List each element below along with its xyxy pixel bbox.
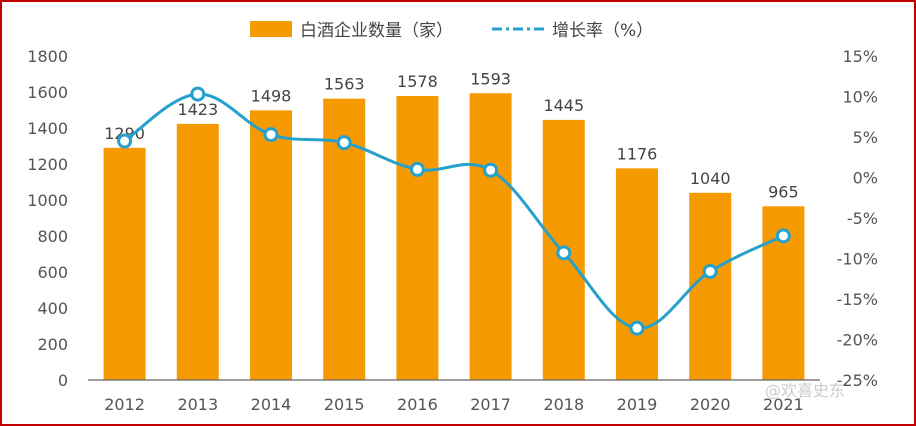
left-tick-label: 600 bbox=[37, 263, 68, 282]
left-tick-label: 200 bbox=[37, 335, 68, 354]
legend-bar-swatch bbox=[250, 21, 292, 37]
legend-bar-label: 白酒企业数量（家） bbox=[300, 21, 453, 41]
bar bbox=[469, 93, 512, 380]
x-tick-label: 2013 bbox=[177, 395, 218, 414]
bar-data-label: 1593 bbox=[470, 69, 511, 88]
x-tick-label: 2016 bbox=[397, 395, 438, 414]
bar bbox=[396, 95, 439, 381]
bar-data-label: 1445 bbox=[543, 96, 584, 115]
growth-point bbox=[556, 245, 572, 261]
right-tick-label: -10% bbox=[837, 250, 878, 269]
left-tick-label: 1600 bbox=[27, 83, 68, 102]
bar-data-labels: 1290 1423 1498 1563 1578 1593 1445 1176 1040 965 bbox=[104, 69, 798, 201]
left-tick-label: 800 bbox=[37, 227, 68, 246]
bar-data-label: 1290 bbox=[104, 124, 145, 143]
bar-data-label: 1423 bbox=[177, 100, 218, 119]
x-tick-label: 2020 bbox=[690, 395, 731, 414]
left-tick-label: 1200 bbox=[27, 155, 68, 174]
growth-point bbox=[483, 162, 499, 178]
x-tick-label: 2018 bbox=[543, 395, 584, 414]
bar-data-label: 1176 bbox=[617, 144, 658, 163]
growth-point bbox=[263, 127, 279, 143]
right-tick-label: 15% bbox=[842, 47, 878, 66]
left-axis: 0 200 400 600 800 1000 1200 1400 1600 1800 bbox=[27, 47, 68, 390]
left-tick-label: 1800 bbox=[27, 47, 68, 66]
watermark: @欢喜史东 bbox=[765, 381, 845, 400]
legend: 白酒企业数量（家） 增长率（%） bbox=[250, 21, 653, 41]
right-tick-label: -5% bbox=[847, 209, 878, 228]
bar-series bbox=[103, 93, 805, 381]
growth-point bbox=[117, 133, 133, 149]
x-tick-label: 2014 bbox=[251, 395, 292, 414]
bar bbox=[616, 168, 658, 380]
x-axis: 2012 2013 2014 2015 2016 2017 2018 2019 2020 2021 bbox=[104, 395, 804, 414]
x-tick-label: 2021 bbox=[763, 395, 804, 414]
growth-point bbox=[702, 263, 718, 279]
bar-data-label: 1040 bbox=[690, 169, 731, 188]
growth-point bbox=[336, 135, 352, 151]
x-tick-label: 2017 bbox=[470, 395, 511, 414]
line-series bbox=[117, 86, 791, 336]
growth-point bbox=[629, 320, 645, 336]
growth-point bbox=[409, 161, 425, 177]
bar-data-label: 1578 bbox=[397, 72, 438, 91]
right-tick-label: -20% bbox=[837, 331, 878, 350]
bar-data-label: 965 bbox=[768, 182, 799, 201]
x-tick-label: 2019 bbox=[617, 395, 658, 414]
right-tick-label: -15% bbox=[837, 290, 878, 309]
x-tick-label: 2012 bbox=[104, 395, 145, 414]
right-tick-label: 10% bbox=[842, 88, 878, 107]
growth-line bbox=[123, 92, 785, 330]
left-tick-label: 1000 bbox=[27, 191, 68, 210]
bar bbox=[176, 123, 219, 381]
growth-point bbox=[775, 228, 791, 244]
left-tick-label: 400 bbox=[37, 299, 68, 318]
right-tick-label: 0% bbox=[853, 169, 878, 188]
bar bbox=[689, 192, 732, 380]
bar-data-label: 1498 bbox=[251, 86, 292, 105]
bar bbox=[250, 110, 292, 381]
bar bbox=[103, 147, 146, 380]
legend-line-label: 增长率（%） bbox=[552, 21, 653, 41]
right-axis: -25% -20% -15% -10% -5% 0% 5% 10% 15% bbox=[837, 47, 878, 390]
growth-point bbox=[190, 86, 206, 102]
right-tick-label: -25% bbox=[837, 371, 878, 390]
x-tick-label: 2015 bbox=[324, 395, 365, 414]
left-tick-label: 0 bbox=[58, 371, 68, 390]
right-tick-label: 5% bbox=[853, 128, 878, 147]
left-tick-label: 1400 bbox=[27, 119, 68, 138]
bar-data-label: 1563 bbox=[324, 75, 365, 94]
